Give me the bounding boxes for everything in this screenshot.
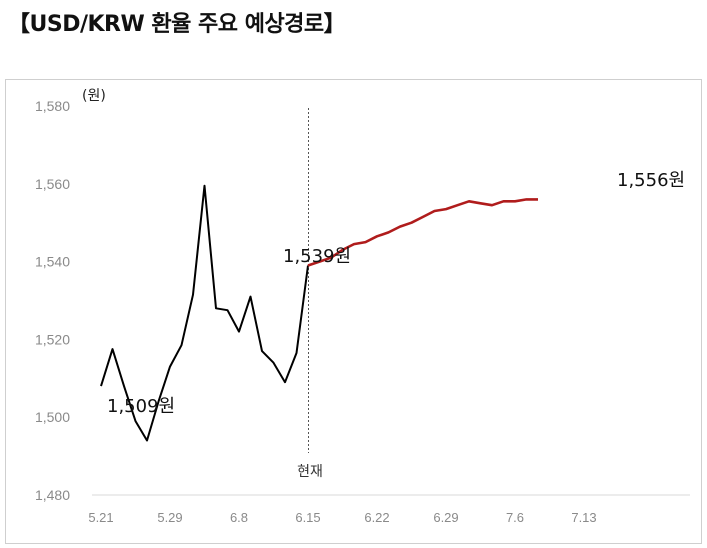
- y-tick-label: 1,520: [35, 331, 70, 347]
- y-tick-label: 1,560: [35, 176, 70, 192]
- x-tick-label: 5.29: [157, 510, 182, 525]
- y-tick-label: 1,500: [35, 409, 70, 425]
- x-tick-label: 7.13: [571, 510, 596, 525]
- x-tick-label: 5.21: [88, 510, 113, 525]
- series-line: [307, 198, 538, 267]
- data-label: 1,509원: [107, 396, 175, 417]
- chart-frame: [5, 79, 702, 544]
- data-label: 1,539원: [283, 246, 351, 267]
- data-label: 1,556원: [617, 170, 685, 191]
- x-tick-label: 6.15: [295, 510, 320, 525]
- chart-title: 【USD/KRW 환율 주요 예상경로】: [8, 12, 346, 37]
- x-tick-label: 6.22: [364, 510, 389, 525]
- x-tick-label: 6.29: [433, 510, 458, 525]
- y-tick-label: 1,480: [35, 487, 70, 503]
- y-tick-label: 1,580: [35, 98, 70, 114]
- x-tick-label: 6.8: [230, 510, 248, 525]
- x-tick-label: 7.6: [506, 510, 524, 525]
- y-unit-label: (원): [82, 88, 106, 104]
- series-line: [100, 184, 309, 442]
- y-tick-label: 1,540: [35, 254, 70, 270]
- current-marker-label: 현재: [297, 464, 323, 480]
